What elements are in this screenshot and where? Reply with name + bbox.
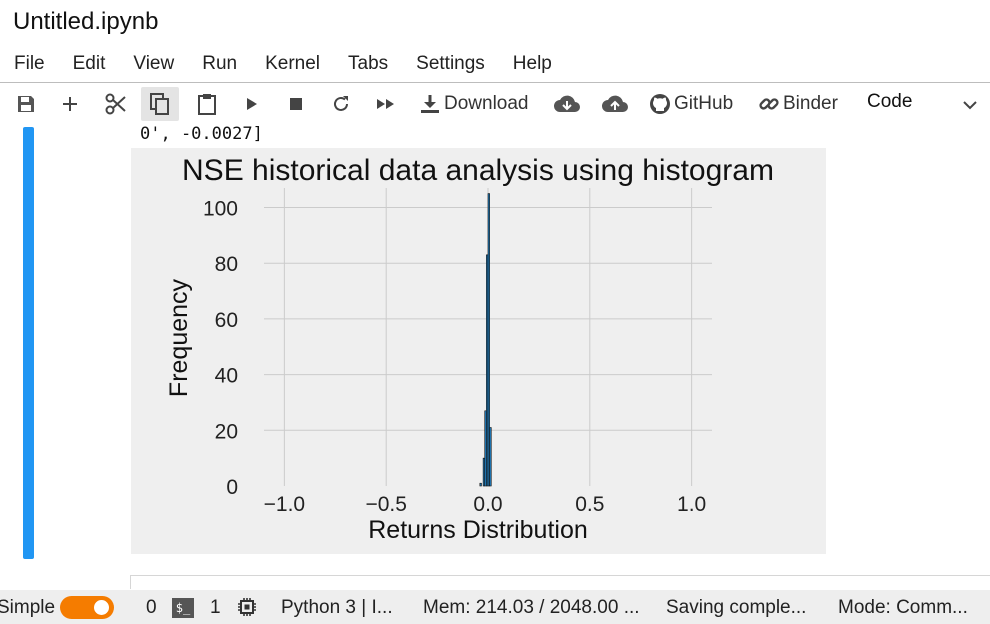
y-axis-label: Frequency [165, 278, 193, 397]
y-axis-ticks: 0 20 40 60 80 100 [203, 197, 238, 499]
mode-indicator: Mode: Comm... [838, 597, 968, 618]
x-axis-label: Returns Distribution [368, 516, 588, 544]
copy-icon [150, 93, 169, 115]
histogram-bar [479, 482, 482, 487]
x-tick-label: −1.0 [264, 493, 305, 516]
chart-title: NSE historical data analysis using histo… [182, 154, 774, 187]
x-tick-label: −0.5 [365, 493, 406, 516]
y-tick-label: 40 [215, 365, 238, 388]
menu-tabs[interactable]: Tabs [348, 53, 389, 74]
run-button[interactable] [242, 91, 262, 117]
binder-icon [759, 98, 779, 110]
cloud-upload-button[interactable] [600, 91, 630, 117]
y-tick-label: 100 [203, 197, 238, 220]
histogram-bar [489, 427, 492, 487]
fast-forward-icon [377, 99, 394, 109]
x-axis-ticks: −1.0 −0.5 0.0 0.5 1.0 [264, 493, 707, 516]
run-icon [247, 98, 257, 110]
menu-run[interactable]: Run [202, 53, 238, 74]
y-tick-label: 60 [215, 309, 238, 332]
menu-edit[interactable]: Edit [72, 53, 106, 74]
cut-button[interactable] [103, 91, 129, 117]
simple-mode-toggle[interactable] [60, 596, 114, 619]
add-icon [63, 97, 77, 111]
download-button[interactable]: Download [419, 91, 537, 117]
x-tick-label: 0.5 [575, 493, 604, 516]
notebook-toolbar: Download GitHub Binder [0, 83, 990, 125]
paste-icon [198, 94, 216, 115]
stop-button[interactable] [286, 91, 306, 117]
next-cell-border [131, 575, 990, 576]
github-label: GitHub [674, 93, 734, 114]
copy-button[interactable] [141, 87, 179, 121]
cloud-download-icon [554, 95, 580, 112]
menu-help[interactable]: Help [512, 53, 552, 74]
menu-file[interactable]: File [14, 53, 45, 74]
memory-usage: Mem: 214.03 / 2048.00 ... [423, 597, 640, 618]
toolbar-divider [0, 82, 990, 83]
cloud-download-button[interactable] [552, 91, 582, 117]
menu-view[interactable]: View [133, 53, 175, 74]
x-tick-label: 0.0 [473, 493, 502, 516]
chart-output: NSE historical data analysis using histo… [131, 148, 826, 554]
save-icon [18, 96, 34, 112]
menu-bar: File Edit View Run Kernel Tabs Settings … [0, 52, 566, 78]
histogram-bars [479, 193, 492, 487]
output-collapser[interactable] [23, 127, 34, 559]
binder-label: Binder [783, 93, 838, 114]
y-tick-label: 20 [215, 420, 238, 443]
y-tick-label: 0 [226, 476, 238, 499]
toggle-knob [94, 600, 109, 615]
histogram-bar [487, 193, 490, 487]
output-text: 0', -0.0027] [140, 124, 263, 144]
terminal-count: 0 [146, 597, 157, 618]
cut-icon [105, 93, 126, 115]
download-label: Download [444, 93, 529, 114]
github-button[interactable]: GitHub [649, 91, 741, 117]
save-button[interactable] [14, 91, 38, 117]
cell-type-select[interactable]: Code [867, 91, 913, 112]
download-icon [421, 95, 439, 113]
next-cell-border-left [130, 575, 131, 589]
kernel-count: 1 [210, 597, 221, 618]
restart-run-all-button[interactable] [374, 91, 398, 117]
simple-mode-label: Simple [0, 597, 56, 618]
terminal-icon: $_ [172, 598, 194, 618]
saving-status: Saving comple... [666, 597, 807, 618]
kernel-status[interactable]: Python 3 | I... [281, 597, 393, 618]
y-tick-label: 80 [215, 253, 238, 276]
stop-icon [290, 98, 302, 110]
restart-icon [334, 96, 348, 111]
add-cell-button[interactable] [58, 91, 82, 117]
chevron-down-icon [963, 101, 977, 110]
chip-icon [237, 597, 257, 622]
restart-button[interactable] [330, 91, 352, 117]
notebook-title: Untitled.ipynb [13, 8, 159, 35]
menu-settings[interactable]: Settings [416, 53, 485, 74]
binder-button[interactable]: Binder [758, 91, 846, 117]
github-icon [650, 94, 670, 114]
menu-kernel[interactable]: Kernel [265, 53, 320, 74]
status-bar: Simple 0 1 Python 3 | I... Mem: 214.03 /… [0, 590, 990, 624]
x-tick-label: 1.0 [677, 493, 706, 516]
cell-type-dropdown[interactable] [962, 97, 978, 115]
cloud-upload-icon [602, 95, 628, 112]
paste-button[interactable] [195, 91, 219, 117]
histogram-chart: NSE historical data analysis using histo… [165, 154, 774, 544]
